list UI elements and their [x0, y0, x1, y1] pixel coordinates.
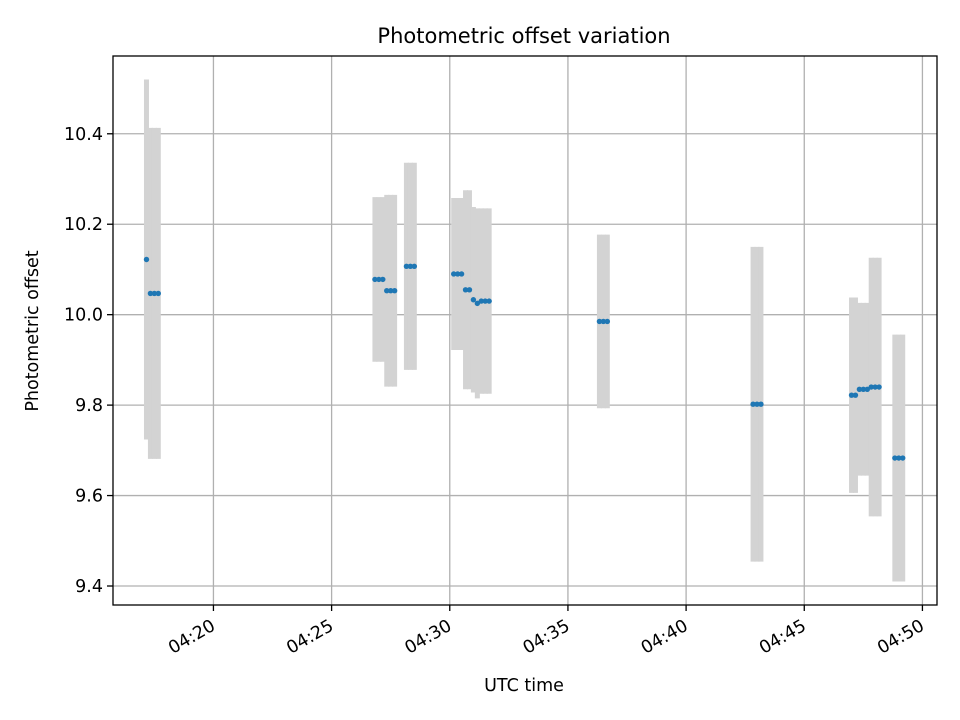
data-point: [754, 401, 760, 407]
data-point: [860, 386, 867, 392]
y-axis-label: Photometric offset: [23, 250, 43, 411]
data-point: [896, 455, 902, 461]
data-point: [151, 290, 158, 297]
data-point: [486, 298, 492, 304]
data-point: [892, 455, 898, 461]
data-point: [403, 263, 410, 269]
data-point: [478, 298, 484, 304]
data-point: [876, 384, 882, 390]
x-tick-label: 04:35: [520, 616, 574, 659]
x-axis-ticks: 04:20 04:25 04:30 04:35 04:40 04:45 04:50: [165, 605, 928, 659]
data-point: [758, 401, 764, 407]
data-point: [458, 271, 465, 277]
y-tick-label: 9.6: [75, 487, 103, 507]
x-tick-label: 04:25: [283, 616, 337, 659]
error-bars: [143, 79, 906, 582]
x-tick-label: 04:30: [402, 616, 456, 659]
data-point: [380, 276, 386, 283]
data-point: [147, 290, 154, 297]
data-point: [474, 300, 481, 307]
data-point: [451, 271, 457, 277]
data-point: [387, 288, 394, 294]
grid: [113, 56, 937, 605]
data-point: [372, 276, 378, 283]
x-tick-label: 04:20: [165, 616, 219, 659]
chart-title: Photometric offset variation: [377, 24, 670, 48]
data-point: [466, 287, 473, 293]
y-tick-label: 10.0: [64, 306, 103, 326]
data-point: [872, 384, 878, 390]
data-point: [852, 392, 859, 398]
data-point: [596, 318, 603, 325]
x-tick-label: 04:45: [756, 616, 810, 659]
y-axis-ticks: 9.4 9.6 9.8 10.0 10.2 10.4: [64, 125, 113, 597]
data-point: [482, 298, 488, 304]
data-point: [384, 288, 390, 294]
data-point: [600, 318, 607, 325]
y-tick-label: 10.4: [64, 125, 103, 145]
y-tick-label: 9.8: [75, 396, 103, 416]
x-tick-label: 04:40: [638, 616, 692, 659]
data-point: [454, 271, 461, 277]
data-point: [864, 386, 870, 392]
data-point: [856, 386, 863, 392]
data-point: [462, 287, 469, 293]
data-point: [868, 384, 874, 390]
data-point: [900, 455, 906, 461]
data-point: [604, 318, 611, 325]
plot-frame: [112, 55, 938, 606]
data-point: [411, 263, 418, 269]
x-axis-label: UTC time: [484, 676, 564, 696]
data-point: [470, 297, 477, 303]
y-tick-label: 10.2: [64, 215, 103, 235]
data-point: [143, 256, 150, 263]
y-tick-label: 9.4: [75, 577, 103, 597]
data-point: [407, 263, 414, 269]
data-point: [391, 288, 398, 294]
data-points: [143, 256, 906, 461]
data-point: [848, 392, 855, 398]
data-point: [750, 401, 756, 407]
data-point: [155, 290, 161, 297]
data-point: [376, 276, 382, 283]
x-tick-label: 04:50: [874, 616, 928, 659]
